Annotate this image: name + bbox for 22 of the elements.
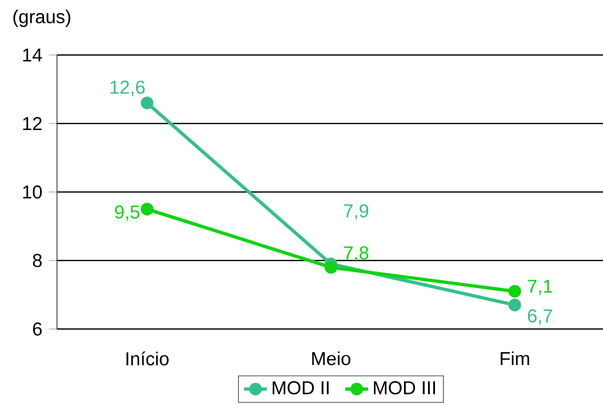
y-tick-label: 14	[23, 48, 42, 62]
legend-label: MOD III	[374, 381, 435, 394]
point	[508, 298, 522, 312]
y-tick-label: 12	[23, 116, 42, 130]
x-tick-label: Fim	[500, 351, 530, 365]
data-label: 6,7	[528, 309, 552, 325]
y-axis-title: (graus)	[13, 10, 70, 27]
point	[508, 284, 522, 298]
y-tick-label: 6	[33, 322, 42, 336]
data-label: 7,8	[344, 246, 368, 262]
data-label: 12,6	[110, 80, 145, 96]
x-tick-label: Início	[126, 351, 169, 366]
data-label: 9,5	[115, 205, 140, 221]
data-label: 7,1	[528, 280, 552, 296]
point	[140, 202, 154, 216]
point	[140, 96, 154, 110]
point	[324, 261, 338, 274]
y-tick-label: 10	[23, 185, 42, 199]
x-tick-label: Meio	[312, 351, 350, 366]
y-tick-label: 8	[32, 254, 42, 268]
data-label: 7,9	[344, 204, 368, 220]
legend-label: MOD II	[272, 381, 329, 394]
